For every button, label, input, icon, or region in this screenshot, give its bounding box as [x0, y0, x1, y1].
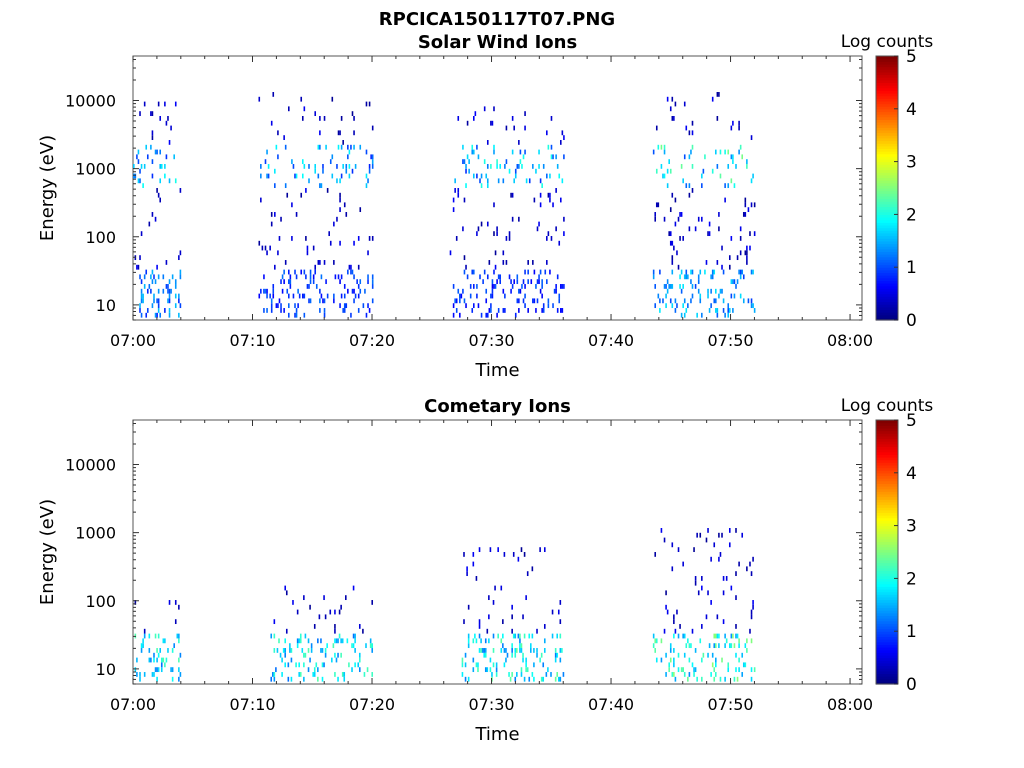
y-tick-label: 10000	[65, 456, 116, 475]
x-tick-label: 07:40	[588, 331, 634, 350]
panel-title: Cometary Ions	[424, 396, 571, 417]
x-tick-label: 07:00	[110, 331, 156, 350]
x-tick-label: 08:00	[827, 695, 873, 714]
spectrogram-pixels	[134, 528, 756, 682]
x-tick-label: 07:10	[229, 331, 275, 350]
burst-2	[270, 585, 374, 682]
x-tick-label: 07:20	[349, 695, 395, 714]
y-tick-label: 1000	[75, 524, 116, 543]
x-tick-label: 08:00	[827, 331, 873, 350]
y-tick-label: 10000	[65, 92, 116, 111]
colorbar-tick-label: 2	[906, 569, 917, 589]
burst-3	[461, 547, 565, 682]
panel-cometary-ions: 07:00 07:10 07:20 07:30 07:40 07:50 08:0010100…	[37, 396, 933, 745]
y-tick-label: 10	[96, 296, 116, 315]
y-axis-label: Energy (eV)	[37, 135, 58, 241]
colorbar-tick-label: 3	[906, 517, 917, 537]
x-tick-label: 07:50	[707, 695, 753, 714]
panel-solar-wind-ions: 07:00 07:10 07:20 07:30 07:40 07:50 08:0010100…	[37, 32, 933, 381]
x-tick-label: 07:40	[588, 695, 634, 714]
colorbar-label: Log counts	[841, 32, 934, 52]
y-tick-label: 100	[85, 228, 116, 247]
burst-4	[652, 528, 756, 682]
colorbar-tick-label: 0	[906, 675, 917, 695]
colorbar-tick-label: 5	[906, 47, 917, 67]
colorbar-tick-label: 2	[906, 205, 917, 225]
colorbar-label: Log counts	[841, 396, 934, 416]
figure-title: RPCICA150117T07.PNG	[379, 9, 615, 30]
x-tick-label: 07:30	[468, 695, 514, 714]
colorbar-tick-label: 1	[906, 258, 917, 278]
panel-title: Solar Wind Ions	[418, 32, 577, 53]
colorbar-tick-label: 3	[906, 153, 917, 173]
burst-4	[652, 92, 756, 318]
burst-2	[258, 92, 374, 318]
y-axis-label: Energy (eV)	[37, 499, 58, 605]
y-tick-label: 1000	[75, 160, 116, 179]
colorbar-tick-label: 1	[906, 622, 917, 642]
colorbar-tick-label: 4	[906, 464, 917, 484]
spectrogram-pixels	[133, 92, 756, 318]
x-tick-label: 07:00	[110, 695, 156, 714]
colorbar-tick-label: 0	[906, 311, 917, 331]
colorbar-tick-label: 4	[906, 100, 917, 120]
x-axis-label: Time	[474, 724, 519, 745]
colorbar-tick-label: 5	[906, 411, 917, 431]
x-tick-label: 07:50	[707, 331, 753, 350]
y-tick-label: 100	[85, 592, 116, 611]
y-tick-label: 10	[96, 660, 116, 679]
x-tick-label: 07:10	[229, 695, 275, 714]
x-axis-label: Time	[474, 360, 519, 381]
x-tick-label: 07:30	[468, 331, 514, 350]
x-tick-label: 07:20	[349, 331, 395, 350]
burst-3	[449, 106, 565, 318]
